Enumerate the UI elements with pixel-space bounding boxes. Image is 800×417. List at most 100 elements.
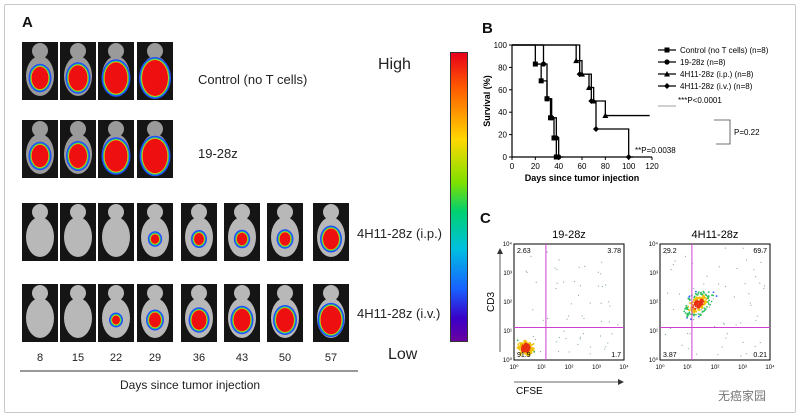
event-dot xyxy=(583,317,585,319)
event-dot xyxy=(523,349,526,352)
series-point xyxy=(586,84,592,91)
event-dot xyxy=(742,247,744,249)
event-dot xyxy=(600,273,602,275)
series-point xyxy=(602,112,609,119)
event-dot xyxy=(723,323,725,325)
event-dot xyxy=(693,298,696,301)
event-dot xyxy=(717,283,720,285)
series-point xyxy=(553,135,559,141)
event-dot xyxy=(531,347,533,350)
y-tick-label: 100 xyxy=(494,41,508,50)
event-dot xyxy=(688,295,691,298)
event-dot xyxy=(698,301,701,304)
mouse-image xyxy=(224,203,260,261)
event-dot xyxy=(697,306,700,309)
event-dot xyxy=(582,332,585,335)
event-dot xyxy=(542,319,544,321)
y-axis-label: CD3 xyxy=(486,292,497,312)
event-dot xyxy=(755,276,757,278)
event-dot xyxy=(708,299,710,302)
series-line xyxy=(512,44,634,158)
event-dot xyxy=(568,315,570,317)
event-dot xyxy=(522,347,525,350)
series-point xyxy=(538,78,544,84)
series-point xyxy=(556,154,562,160)
series-point xyxy=(625,154,632,160)
event-dot xyxy=(697,315,700,318)
event-dot xyxy=(520,354,522,356)
p-value-annotation: P=0.22 xyxy=(734,128,760,137)
event-dot xyxy=(555,288,557,290)
day-label: 36 xyxy=(192,352,206,364)
event-dot xyxy=(525,341,528,344)
colorbar xyxy=(450,52,468,342)
event-dot xyxy=(700,308,702,310)
event-dot xyxy=(686,312,689,315)
series-point xyxy=(540,61,547,67)
mouse-image xyxy=(22,42,58,100)
day-label: 8 xyxy=(36,352,44,364)
event-dot xyxy=(520,344,522,347)
event-dot xyxy=(519,351,522,354)
mouse-image xyxy=(98,42,134,100)
event-dot xyxy=(611,333,613,335)
event-dot xyxy=(516,339,519,342)
plot-frame xyxy=(659,243,771,361)
event-dot xyxy=(609,305,611,307)
mouse-image xyxy=(313,203,349,261)
event-dot xyxy=(600,320,603,323)
event-dot xyxy=(753,269,755,271)
mouse-image xyxy=(22,284,58,342)
y-tick-label: 10⁴ xyxy=(649,241,659,248)
event-dot xyxy=(692,319,695,321)
event-dot xyxy=(733,296,735,298)
row-label-4h11-iv: 4H11-28z (i.v.) xyxy=(357,306,441,321)
mouse-image xyxy=(181,284,217,342)
event-dot xyxy=(693,287,695,290)
day-label: 50 xyxy=(278,352,292,364)
event-dot xyxy=(745,353,747,355)
event-dot xyxy=(607,342,609,344)
mouse-image xyxy=(60,203,96,261)
event-dot xyxy=(517,346,519,349)
day-label: 43 xyxy=(235,352,249,364)
colorbar-high-label: High xyxy=(378,56,411,73)
event-dot xyxy=(754,345,756,348)
row-label-4h11-ip: 4H11-28z (i.p.) xyxy=(357,226,443,241)
event-dot xyxy=(721,346,723,348)
y-tick-label: 10³ xyxy=(649,271,658,277)
mouse-image xyxy=(137,42,173,100)
event-dot xyxy=(568,351,570,353)
event-dot xyxy=(695,290,697,293)
event-dot xyxy=(532,309,534,311)
p-value-bracket xyxy=(714,119,731,145)
event-dot xyxy=(712,294,715,297)
mouse-image xyxy=(60,284,96,342)
y-tick-label: 20 xyxy=(498,131,507,140)
event-dot xyxy=(699,302,702,305)
event-dot xyxy=(681,344,683,346)
mouse-image xyxy=(98,120,134,178)
event-dot xyxy=(693,311,696,314)
x-axis-label: CFSE xyxy=(516,386,543,397)
event-dot xyxy=(524,352,527,355)
event-dot xyxy=(704,297,707,299)
event-dot xyxy=(518,346,521,349)
event-dot xyxy=(523,340,525,342)
event-dot xyxy=(517,343,520,345)
event-dot xyxy=(699,313,702,316)
event-dot xyxy=(664,334,667,336)
x-tick-label: 120 xyxy=(645,162,659,171)
x-tick-label: 10¹ xyxy=(683,365,692,371)
day-label: 22 xyxy=(109,352,123,364)
series-point xyxy=(532,61,538,67)
mouse-image xyxy=(22,203,58,261)
event-dot xyxy=(753,248,755,251)
event-dot xyxy=(529,343,532,346)
event-dot xyxy=(667,292,669,294)
x-tick-label: 10⁴ xyxy=(765,364,775,371)
event-dot xyxy=(688,312,691,315)
x-tick-label: 10³ xyxy=(592,365,601,371)
event-dot xyxy=(686,307,689,310)
event-dot xyxy=(756,315,758,317)
